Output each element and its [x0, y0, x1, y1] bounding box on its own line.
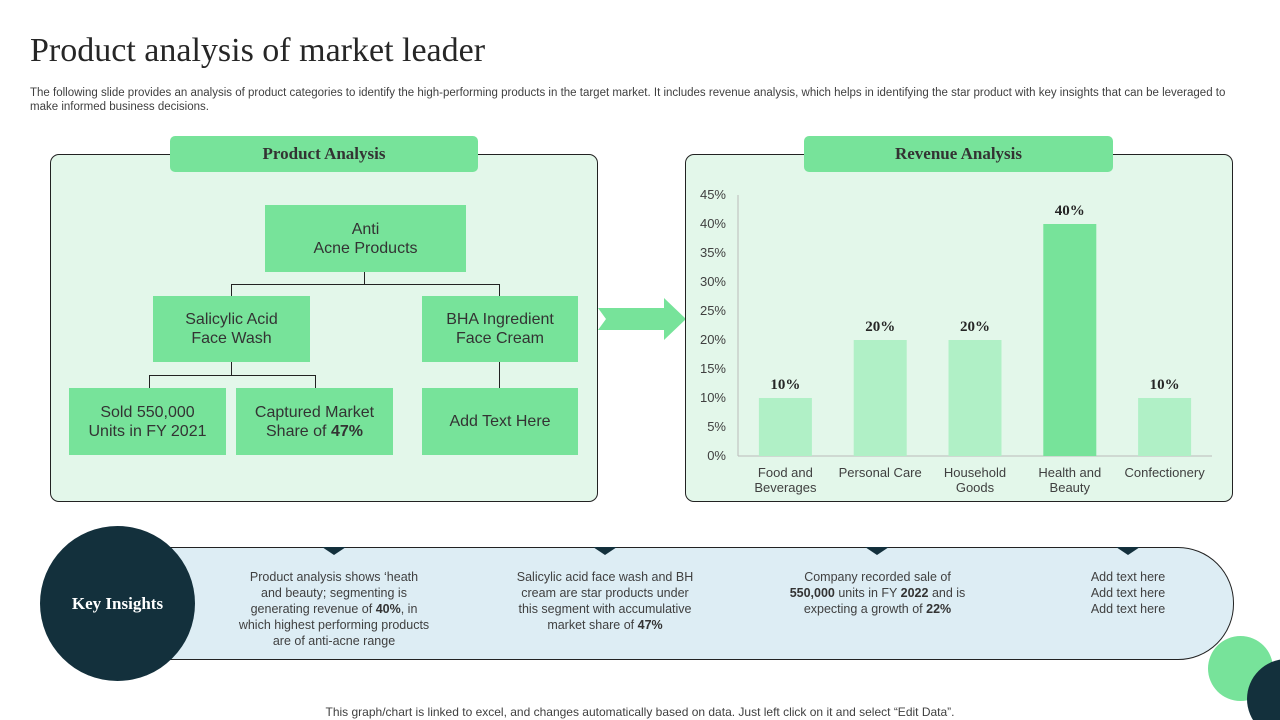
- bar: [853, 340, 907, 456]
- insight-highlight: 22%: [926, 602, 952, 616]
- bar-data-label: 40%: [1055, 203, 1085, 219]
- bar: [1043, 224, 1097, 456]
- connector: [149, 375, 150, 388]
- page-title: Product analysis of market leader: [30, 32, 486, 69]
- x-tick-label: Confectionery: [1124, 465, 1205, 480]
- product-analysis-header: Product Analysis: [170, 136, 478, 172]
- tree-node-bha: BHA Ingredient Face Cream: [422, 296, 578, 362]
- insight-text: Company recorded sale of 550,000 units i…: [780, 569, 975, 617]
- y-tick-label: 45%: [700, 187, 726, 202]
- bar: [948, 340, 1002, 456]
- revenue-analysis-header: Revenue Analysis: [804, 136, 1113, 172]
- market-share-value: 47%: [330, 422, 363, 440]
- insight-highlight: 2022: [900, 586, 929, 600]
- insight-segment: units in FY: [834, 586, 901, 600]
- insight-text: Product analysis shows ‘heath and beauty…: [238, 569, 430, 649]
- x-tick-label: Health and Beauty: [1038, 465, 1101, 495]
- footer-note: This graph/chart is linked to excel, and…: [325, 705, 955, 719]
- connector: [499, 362, 500, 388]
- bar: [1138, 398, 1192, 456]
- insight-text: Salicylic acid face wash and BH cream ar…: [513, 569, 697, 633]
- connector: [499, 284, 500, 296]
- key-insights-band: [150, 547, 1234, 660]
- connector: [231, 284, 232, 296]
- key-insights-badge: Key Insights: [40, 526, 195, 681]
- insight-segment: Product analysis shows ‘heath and beauty…: [249, 570, 419, 616]
- insight-marker: [1116, 547, 1140, 555]
- x-tick-label: Food and Beverages: [754, 465, 817, 495]
- page-subtitle: The following slide provides an analysis…: [30, 87, 1226, 113]
- y-tick-label: 0%: [707, 448, 726, 463]
- y-tick-label: 25%: [700, 303, 726, 318]
- insight-highlight: 40%: [375, 602, 401, 616]
- bar-data-label: 20%: [960, 319, 990, 335]
- y-tick-label: 40%: [700, 216, 726, 231]
- y-tick-label: 10%: [700, 390, 726, 405]
- tree-node-sold-units: Sold 550,000 Units in FY 2021: [69, 388, 226, 455]
- insight-segment: Salicylic acid face wash and BH cream ar…: [516, 570, 694, 632]
- right-arrow-icon: [598, 298, 686, 340]
- connector: [231, 284, 500, 285]
- bar-data-label: 10%: [1150, 377, 1180, 393]
- insight-segment: and is expecting a growth of: [803, 586, 966, 616]
- tree-node-salicylic: Salicylic Acid Face Wash: [153, 296, 310, 362]
- connector: [364, 272, 365, 284]
- y-tick-label: 20%: [700, 332, 726, 347]
- y-tick-label: 35%: [700, 245, 726, 260]
- market-share-text: Captured Market Share of: [254, 403, 375, 440]
- insight-highlight: 550,000: [789, 586, 835, 600]
- connector: [315, 375, 316, 388]
- insight-segment: , in which highest performing products a…: [238, 602, 430, 648]
- y-tick-label: 15%: [700, 361, 726, 376]
- tree-node-root: Anti Acne Products: [265, 205, 466, 272]
- x-tick-label: Personal Care: [839, 465, 922, 480]
- y-tick-label: 30%: [700, 274, 726, 289]
- bar-data-label: 20%: [865, 319, 895, 335]
- y-tick-label: 5%: [707, 419, 726, 434]
- insight-marker: [593, 547, 617, 555]
- insight-marker: [322, 547, 346, 555]
- tree-node-add-text: Add Text Here: [422, 388, 578, 455]
- insight-marker: [865, 547, 889, 555]
- insight-text: Add text here Add text here Add text her…: [1048, 569, 1208, 617]
- bar-data-label: 10%: [770, 377, 800, 393]
- x-tick-label: Household Goods: [944, 465, 1006, 495]
- insight-segment: Company recorded sale of: [804, 570, 951, 584]
- insight-highlight: 47%: [637, 618, 663, 632]
- connector: [231, 362, 232, 375]
- bar: [758, 398, 812, 456]
- tree-node-market-share: Captured Market Share of 47%: [236, 388, 393, 455]
- connector: [149, 375, 316, 376]
- insight-segment: Add text here Add text here Add text her…: [1090, 570, 1166, 616]
